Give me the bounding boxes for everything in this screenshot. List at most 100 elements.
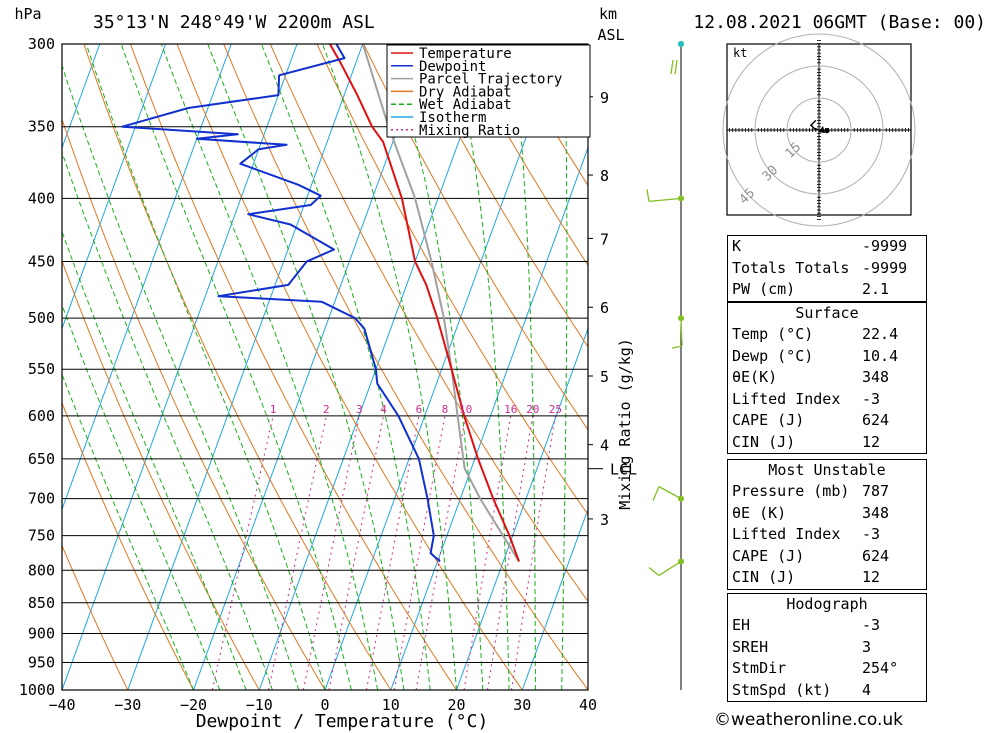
pressure-tick-label: 500 [28, 309, 55, 327]
surface-table: Surface Temp (°C) 22.4 Dewp (°C) 10.4 θE(K) 3… [727, 302, 927, 454]
index-value: 10.4 [862, 346, 899, 365]
wet-adiabat-line [388, 44, 484, 690]
mixing-ratio-tick-label: 20 [526, 403, 539, 416]
wind-barb [680, 318, 683, 347]
index-value: 348 [862, 503, 890, 522]
km-tick-label: 4 [600, 437, 609, 455]
index-row: PW (cm) 2.1 [728, 279, 926, 301]
index-value: -3 [862, 525, 881, 543]
index-row: Temp (°C) 22.4 [728, 324, 926, 346]
legend-label: Dry Adiabat [419, 84, 512, 100]
pressure-tick-label: 650 [28, 450, 55, 468]
index-row: θE (K) 348 [728, 503, 926, 525]
wind-barb [658, 560, 682, 577]
dry-adiabat-line [62, 117, 326, 690]
isotherm-line [62, 44, 298, 690]
isotherm-line [62, 44, 232, 511]
plot-frame [61, 43, 589, 691]
mixing-ratio-tick-label: 4 [380, 403, 387, 416]
index-value: -3 [862, 616, 881, 634]
index-value: 624 [862, 411, 890, 429]
mixing-ratio-tick-label: 3 [356, 403, 363, 416]
mixing-ratio-line [302, 415, 360, 690]
index-label: Temp (°C) [732, 325, 814, 343]
index-row: Pressure (mb) 787 [728, 481, 926, 503]
mixing-ratio-tick-label: 25 [549, 403, 562, 416]
index-value: 624 [862, 546, 890, 565]
credit-text: ©weatheronline.co.uk [714, 710, 904, 730]
hodograph-table: Hodograph EH -3 SREH 3 StmDir 254° StmSpd (kt)… [727, 593, 927, 702]
index-label: SREH [732, 637, 769, 656]
most-unstable-table: Most Unstable Pressure (mb) 787 θE (K) 348 L… [727, 459, 927, 590]
dry-adiabat-line [363, 44, 588, 431]
wind-barb [648, 197, 682, 203]
index-value: 4 [862, 680, 872, 699]
legend-label: Mixing Ratio [419, 123, 520, 139]
hodograph-ring [754, 65, 884, 195]
index-label: StmSpd (kt) [732, 680, 832, 699]
pressure-tick-label: 550 [28, 360, 55, 378]
wind-barb [658, 486, 682, 500]
hodograph-unit-label: kt [733, 46, 747, 60]
temperature-tick-label: 0 [320, 696, 329, 714]
isotherm-line [390, 146, 588, 690]
wet-adiabat-line [561, 44, 568, 690]
index-row: K -9999 [728, 236, 926, 258]
index-row: Lifted Index -3 [728, 524, 926, 546]
index-label: θE(K) [732, 368, 778, 386]
axes: 1 2 3 4 6 8 10 16 20 2530035040045050055060065070… [19, 35, 637, 714]
wet-adiabat-line [160, 44, 379, 690]
temperature-tick-label: 10 [382, 696, 400, 714]
temperature-tick-label: −10 [246, 696, 273, 714]
wet-adiabat-line [453, 44, 510, 690]
pressure-tick-label: 950 [28, 653, 55, 671]
index-label: K [732, 237, 742, 255]
profiles [121, 44, 520, 563]
km-label: km [599, 5, 617, 23]
km-tick-label: 7 [600, 230, 609, 248]
index-value: 22.4 [862, 325, 899, 343]
wind-top-dot [678, 41, 684, 47]
hodograph-title: Hodograph [786, 595, 868, 613]
mixing-ratio-tick-label: 6 [416, 403, 423, 416]
dry-adiabat-line [456, 44, 588, 267]
km-tick-label: 3 [600, 511, 609, 529]
wind-barb [674, 59, 678, 75]
hodograph-ring [722, 33, 916, 227]
dry-adiabat-line [223, 44, 588, 690]
legend-label: Dewpoint [419, 59, 486, 75]
index-row: CIN (J) 12 [728, 567, 926, 589]
datetime-title: 12.08.2021 06GMT (Base: 00) [693, 12, 986, 33]
index-value: -9999 [862, 258, 908, 277]
pressure-tick-label: 350 [28, 118, 55, 136]
surface-title: Surface [795, 304, 859, 322]
index-label: θE (K) [732, 503, 787, 522]
dry-adiabat-line [409, 44, 588, 348]
location-title: 35°13'N 248°49'W 2200m ASL [93, 12, 375, 33]
dry-adiabat-line [923, 44, 1000, 690]
temperature-tick-label: 40 [579, 696, 597, 714]
mixing-ratio-line [268, 415, 327, 690]
wet-adiabat-line [85, 44, 326, 690]
isotherm-line [521, 507, 588, 690]
pressure-tick-label: 1000 [19, 681, 55, 699]
index-row: Lifted Index -3 [728, 389, 926, 411]
pressure-tick-label: 900 [28, 624, 55, 642]
asl-label: ASL [597, 26, 624, 44]
hodograph-trace [809, 119, 820, 131]
index-label: Lifted Index [732, 389, 841, 408]
index-value: 348 [862, 368, 890, 386]
index-label: Totals Totals [732, 258, 850, 277]
hodograph-storm-motion [824, 128, 830, 134]
wind-barb [652, 486, 660, 501]
mixing-ratio-line [211, 415, 274, 690]
mixing-ratio-line [393, 415, 446, 690]
temperature-tick-label: 30 [513, 696, 531, 714]
index-label: Lifted Index [732, 525, 841, 543]
legend-label: Parcel Trajectory [419, 72, 562, 88]
pressure-tick-label: 750 [28, 527, 55, 545]
index-row: CAPE (J) 624 [728, 410, 926, 432]
index-value: 12 [862, 432, 881, 451]
